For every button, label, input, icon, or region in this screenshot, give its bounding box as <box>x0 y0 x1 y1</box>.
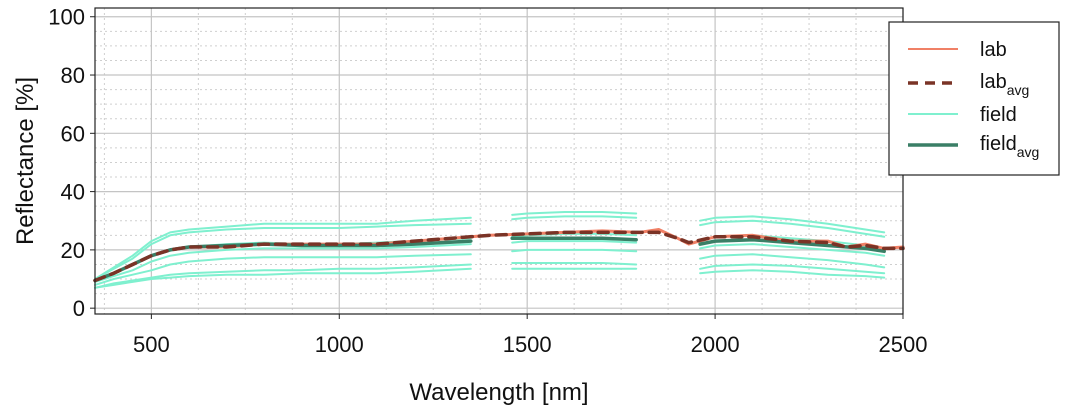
series-line-field <box>94 253 472 286</box>
series-line-field <box>94 243 472 283</box>
grid <box>95 8 904 314</box>
series-line-field <box>511 240 638 244</box>
y-tick-label: 80 <box>61 63 85 88</box>
series-line-lab-avg <box>93 230 905 283</box>
legend-label-lab-avg: labavg <box>980 71 1029 98</box>
y-tick-label: 100 <box>48 5 85 30</box>
legend-label-field-avg: fieldavg <box>980 133 1039 160</box>
x-tick-label: 2000 <box>691 332 740 357</box>
x-tick-label: 1500 <box>503 332 552 357</box>
series-line-field <box>511 262 638 266</box>
y-axis-title: Reflectance [%] <box>12 77 39 245</box>
legend: lab labavg field fieldavg <box>888 21 1060 176</box>
series-line-field <box>699 253 886 269</box>
series-line-field <box>511 211 638 216</box>
x-axis-ticks: 500 1000 1500 2000 2500 <box>133 314 927 357</box>
y-tick-label: 60 <box>61 121 85 146</box>
series-line-field <box>699 215 886 234</box>
x-tick-label: 1000 <box>315 332 364 357</box>
series-lines <box>93 211 905 289</box>
series-line-field <box>94 263 472 289</box>
series-line-field-avg <box>510 236 638 242</box>
y-axis-ticks: 0 20 40 60 80 100 <box>48 5 95 321</box>
y-tick-label: 40 <box>61 180 85 205</box>
y-tick-label: 0 <box>73 296 85 321</box>
plot-frame <box>94 7 904 315</box>
series-line-field <box>511 248 638 253</box>
series-line-field <box>699 269 886 279</box>
legend-box <box>888 21 1060 176</box>
x-tick-label: 500 <box>133 332 170 357</box>
y-tick-label: 20 <box>61 238 85 263</box>
series-line-field <box>94 222 472 280</box>
series-line-field <box>511 215 638 221</box>
x-axis-title: Wavelength [nm] <box>409 379 588 406</box>
series-line-field <box>94 267 472 289</box>
legend-label-field: field <box>980 104 1017 126</box>
series-line-field <box>94 216 472 280</box>
series-line-field <box>699 243 886 257</box>
x-tick-label: 2500 <box>879 332 928 357</box>
series-line-field <box>699 219 886 238</box>
series-line-field <box>699 263 886 275</box>
legend-label-lab: lab <box>980 39 1007 61</box>
